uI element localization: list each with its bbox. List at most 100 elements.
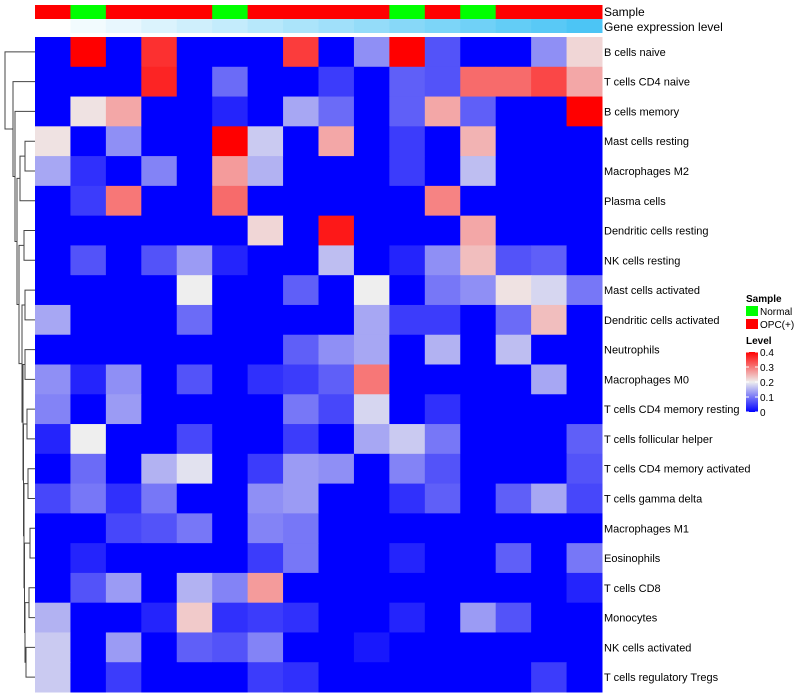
heatmap-cell bbox=[318, 185, 355, 217]
heatmap-cell bbox=[424, 215, 461, 246]
heatmap-cell bbox=[70, 602, 107, 633]
heatmap-cell bbox=[212, 37, 249, 68]
heatmap-cell bbox=[318, 334, 355, 365]
heatmap-cell bbox=[141, 394, 178, 425]
legend-tick-label: 0 bbox=[760, 408, 766, 419]
heatmap-cell bbox=[35, 245, 71, 276]
heatmap-cell bbox=[141, 66, 178, 98]
heatmap-cell bbox=[212, 66, 249, 98]
dendrogram-branch bbox=[26, 408, 35, 440]
heatmap-cell bbox=[566, 96, 603, 127]
heatmap-cell bbox=[531, 602, 568, 633]
heatmap-cell bbox=[35, 215, 71, 246]
heatmap-cell bbox=[70, 364, 107, 395]
heatmap-cell bbox=[105, 66, 142, 98]
heatmap-cell bbox=[283, 37, 319, 68]
heatmap-cell bbox=[389, 453, 426, 485]
heatmap-cell bbox=[424, 304, 461, 336]
annotation-label-sample: Sample bbox=[604, 5, 645, 19]
heatmap-cell bbox=[460, 543, 497, 574]
heatmap-cell bbox=[566, 543, 603, 574]
heatmap-cell bbox=[495, 483, 532, 514]
heatmap-cell bbox=[212, 424, 249, 455]
heatmap-cell bbox=[566, 245, 603, 276]
heatmap-cell bbox=[212, 304, 249, 336]
heatmap-cell bbox=[70, 513, 107, 544]
heatmap-cell bbox=[105, 275, 142, 306]
sample-annotation-cell bbox=[424, 5, 461, 19]
heatmap-cell bbox=[247, 424, 284, 455]
heatmap-cell bbox=[460, 126, 497, 157]
heatmap-cell bbox=[70, 96, 107, 127]
heatmap-cell bbox=[460, 662, 497, 693]
heatmap-cell bbox=[566, 185, 603, 217]
heatmap-cell bbox=[424, 424, 461, 455]
heatmap-cell bbox=[318, 662, 355, 693]
heatmap-cell bbox=[318, 572, 355, 604]
heatmap-cell bbox=[531, 394, 568, 425]
dendrogram-branch bbox=[19, 155, 35, 202]
heatmap-cell bbox=[247, 483, 284, 514]
heatmap-cell bbox=[318, 275, 355, 306]
heatmap-cell bbox=[389, 37, 426, 68]
heatmap-cell bbox=[247, 572, 284, 604]
heatmap-cell bbox=[495, 37, 532, 68]
legend: Sample Normal OPC(+) Level 0.4 0.3 0.2 0.1 0 bbox=[746, 294, 794, 419]
heatmap-cell bbox=[105, 513, 142, 544]
heatmap-cell bbox=[283, 126, 319, 157]
heatmap-cell bbox=[70, 483, 107, 514]
heatmap-cell bbox=[424, 126, 461, 157]
heatmap-cell bbox=[283, 453, 319, 485]
heatmap-cell bbox=[283, 632, 319, 663]
heatmap-cell bbox=[460, 424, 497, 455]
heatmap-cell bbox=[70, 215, 107, 246]
heatmap-cell bbox=[105, 572, 142, 604]
heatmap-cell bbox=[283, 602, 319, 633]
heatmap-cell bbox=[424, 275, 461, 306]
heatmap-cell bbox=[318, 543, 355, 574]
heatmap-cell bbox=[105, 156, 142, 187]
heatmap-cell bbox=[566, 126, 603, 157]
dendrogram-branch bbox=[12, 81, 35, 177]
heatmap-cell bbox=[460, 215, 497, 246]
heatmap-cell bbox=[495, 394, 532, 425]
row-label: Macrophages M2 bbox=[604, 166, 689, 178]
row-label: Mast cells activated bbox=[604, 285, 700, 297]
heatmap-cell bbox=[424, 96, 461, 127]
heatmap-cell bbox=[318, 513, 355, 544]
heatmap-cell bbox=[35, 453, 71, 485]
heatmap-cell bbox=[495, 602, 532, 633]
heatmap-cell bbox=[247, 275, 284, 306]
gene-expression-annotation-cell bbox=[531, 19, 568, 33]
heatmap-cell bbox=[212, 572, 249, 604]
heatmap-cell bbox=[353, 513, 390, 544]
heatmap-cell bbox=[424, 334, 461, 365]
sample-annotation-cell bbox=[389, 5, 426, 19]
heatmap-cell bbox=[247, 543, 284, 574]
heatmap-cell bbox=[35, 156, 71, 187]
heatmap-cell bbox=[176, 245, 213, 276]
heatmap-cell bbox=[35, 513, 71, 544]
heatmap-cell bbox=[353, 662, 390, 693]
heatmap-cell bbox=[318, 245, 355, 276]
heatmap-cell bbox=[318, 156, 355, 187]
gene-expression-annotation-cell bbox=[141, 19, 178, 33]
heatmap-cell bbox=[531, 185, 568, 217]
heatmap-cell bbox=[283, 275, 319, 306]
heatmap-cell bbox=[176, 662, 213, 693]
heatmap-cell bbox=[389, 602, 426, 633]
heatmap-cell bbox=[353, 424, 390, 455]
heatmap-cell bbox=[35, 66, 71, 98]
heatmap-cell bbox=[105, 185, 142, 217]
heatmap-cell bbox=[70, 334, 107, 365]
heatmap-cell bbox=[531, 215, 568, 246]
heatmap-cell bbox=[176, 364, 213, 395]
heatmap-cell bbox=[212, 632, 249, 663]
row-label: B cells memory bbox=[604, 106, 680, 118]
heatmap-cell bbox=[495, 662, 532, 693]
heatmap-cell bbox=[35, 275, 71, 306]
heatmap-cell bbox=[460, 275, 497, 306]
heatmap-cell bbox=[247, 662, 284, 693]
dendrogram-branch bbox=[27, 468, 35, 499]
